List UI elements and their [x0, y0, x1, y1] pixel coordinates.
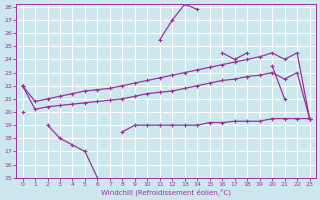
X-axis label: Windchill (Refroidissement éolien,°C): Windchill (Refroidissement éolien,°C) — [101, 188, 231, 196]
